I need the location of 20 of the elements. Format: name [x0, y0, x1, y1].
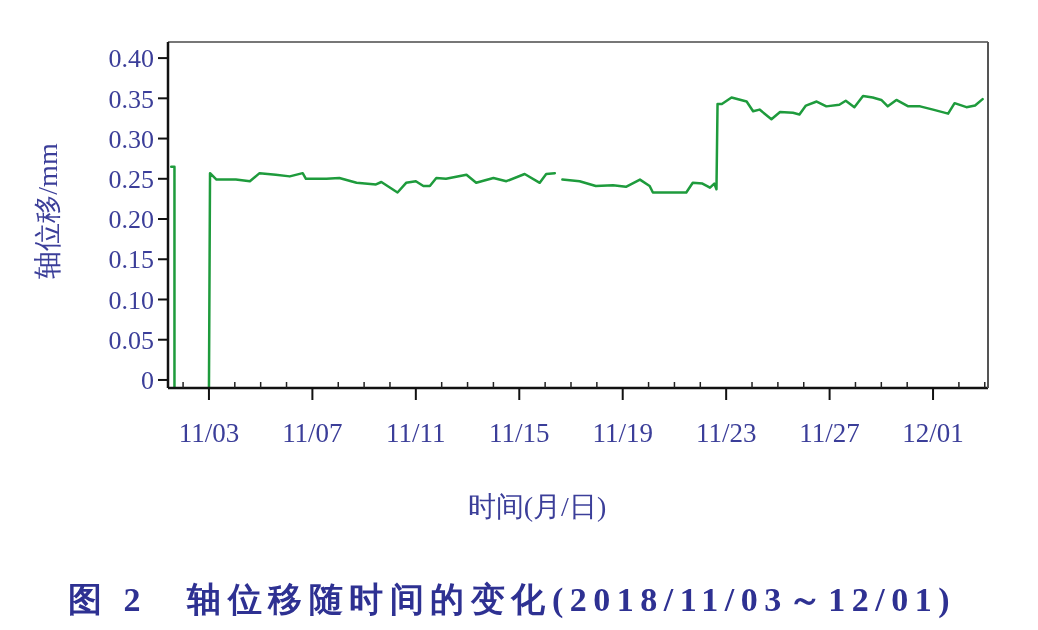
- y-tick-label: 0.05: [108, 325, 154, 355]
- y-tick-label: 0.40: [108, 44, 154, 74]
- x-tick-label: 11/03: [178, 418, 240, 448]
- x-tick-label: 11/19: [592, 418, 653, 448]
- y-tick-label: 0: [141, 366, 154, 396]
- x-tick-label: 12/01: [902, 418, 964, 448]
- x-tick-label: 11/07: [282, 418, 343, 448]
- y-tick-label: 0.20: [108, 205, 154, 235]
- y-tick-label: 0.35: [108, 84, 154, 114]
- x-tick-label: 11/27: [799, 418, 860, 448]
- x-tick-label: 11/15: [489, 418, 550, 448]
- y-axis-title: 轴位移/mm: [32, 143, 63, 279]
- x-axis-title: 时间(月/日): [467, 491, 607, 522]
- text: 图 2 轴位移随时间的变化(2018/11/03～12/01): [67, 581, 957, 618]
- x-tick-label: 11/11: [386, 418, 446, 448]
- y-tick-label: 0.25: [108, 165, 154, 195]
- y-tick-label: 0.30: [108, 124, 154, 154]
- y-tick-label: 0.10: [108, 285, 154, 315]
- y-tick-label: 0.15: [108, 245, 154, 275]
- x-tick-label: 11/23: [695, 418, 757, 448]
